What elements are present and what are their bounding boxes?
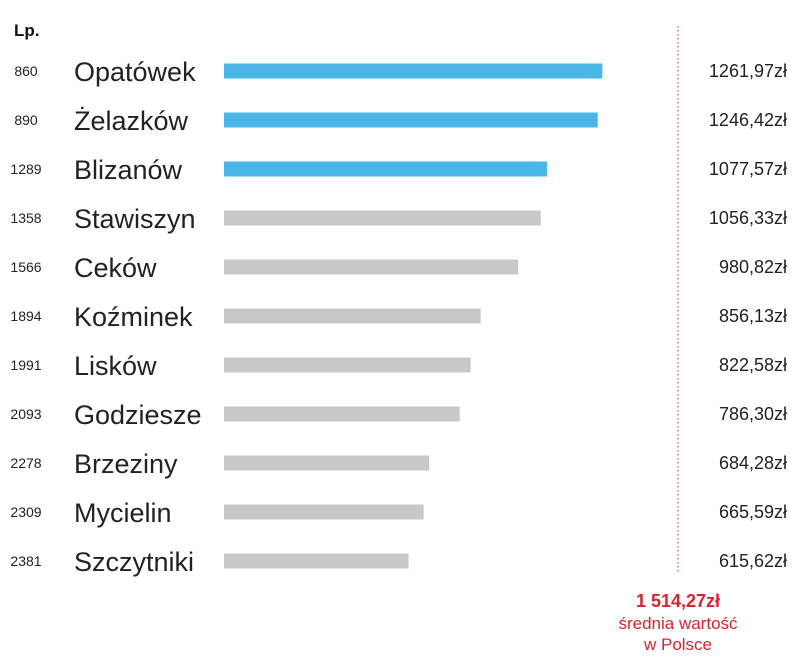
rank-header: Lp.: [14, 21, 40, 40]
bar: [224, 553, 409, 569]
row-name: Żelazków: [74, 105, 189, 136]
value-label: 1077,57zł: [709, 159, 787, 179]
value-label: 665,59zł: [719, 502, 787, 522]
row-name: Brzeziny: [74, 449, 178, 479]
row-rank: 1358: [10, 210, 41, 226]
value-label: 856,13zł: [719, 306, 787, 326]
average-caption-line1: średnia wartość: [618, 614, 738, 633]
bar: [224, 308, 481, 324]
bar: [224, 63, 603, 79]
row-rank: 2278: [10, 455, 41, 471]
bar: [224, 161, 548, 177]
row-name: Godziesze: [74, 400, 202, 430]
row-name: Opatówek: [74, 57, 196, 87]
average-value: 1 514,27zł: [636, 591, 720, 611]
value-label: 786,30zł: [719, 404, 787, 424]
row-name: Blizanów: [74, 155, 183, 185]
bar: [224, 406, 460, 422]
average-caption-line2: w Polsce: [643, 635, 712, 654]
row-rank: 1991: [10, 357, 41, 373]
row-name: Lisków: [74, 351, 157, 381]
row-rank: 2381: [10, 553, 41, 569]
row-rank: 860: [14, 63, 38, 79]
row-rank: 890: [14, 112, 38, 128]
row-rank: 1894: [10, 308, 41, 324]
bar: [224, 357, 471, 373]
row-rank: 2309: [10, 504, 41, 520]
row-name: Stawiszyn: [74, 204, 196, 234]
row-name: Ceków: [74, 253, 157, 283]
row-rank: 2093: [10, 406, 41, 422]
row-name: Koźminek: [74, 302, 193, 332]
value-label: 1056,33zł: [709, 208, 787, 228]
value-label: 684,28zł: [719, 453, 787, 473]
row-name: Szczytniki: [74, 547, 194, 577]
value-label: 1246,42zł: [709, 110, 787, 130]
row-name: Mycielin: [74, 498, 172, 528]
value-label: 980,82zł: [719, 257, 787, 277]
bar: [224, 210, 541, 226]
bar: [224, 112, 598, 128]
bar: [224, 259, 519, 275]
row-rank: 1289: [10, 161, 41, 177]
value-label: 822,58zł: [719, 355, 787, 375]
row-rank: 1566: [10, 259, 41, 275]
value-label: 1261,97zł: [709, 61, 787, 81]
bar: [224, 504, 424, 520]
bar: [224, 455, 430, 471]
chart-rows: 860 Opatówek 1261,97zł 890 Żelazków 1246,42zł…: [10, 57, 787, 577]
value-label: 615,62zł: [719, 551, 787, 571]
